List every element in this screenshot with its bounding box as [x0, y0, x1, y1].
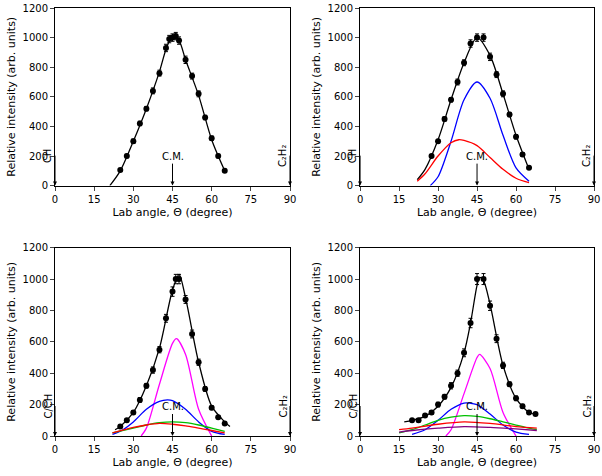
- svg-text:C₂H₂: C₂H₂: [582, 395, 593, 418]
- svg-text:400: 400: [29, 121, 48, 132]
- svg-text:Relative intensity (arb. units: Relative intensity (arb. units): [310, 262, 323, 422]
- svg-text:C.M.: C.M.: [466, 151, 488, 162]
- svg-text:0: 0: [357, 444, 363, 455]
- svg-text:400: 400: [29, 368, 48, 379]
- svg-text:60: 60: [510, 444, 523, 455]
- svg-text:75: 75: [244, 444, 257, 455]
- svg-text:1200: 1200: [23, 242, 48, 253]
- svg-text:200: 200: [334, 151, 353, 162]
- svg-text:C₂H₂: C₂H₂: [277, 145, 288, 168]
- svg-text:30: 30: [432, 194, 445, 205]
- svg-text:45: 45: [471, 194, 484, 205]
- svg-text:45: 45: [471, 444, 484, 455]
- svg-text:C₂H₂: C₂H₂: [278, 395, 289, 418]
- svg-text:90: 90: [588, 444, 601, 455]
- svg-text:400: 400: [334, 121, 353, 132]
- svg-text:600: 600: [334, 91, 353, 102]
- svg-text:200: 200: [29, 399, 48, 410]
- svg-text:600: 600: [334, 336, 353, 347]
- svg-text:600: 600: [29, 91, 48, 102]
- svg-text:0: 0: [52, 444, 58, 455]
- svg-text:0: 0: [347, 431, 353, 442]
- svg-text:Lab angle, Θ (degree): Lab angle, Θ (degree): [112, 206, 232, 219]
- svg-text:0: 0: [52, 194, 58, 205]
- svg-text:1200: 1200: [23, 3, 48, 14]
- svg-text:15: 15: [393, 194, 406, 205]
- svg-text:1200: 1200: [328, 242, 353, 253]
- svg-text:600: 600: [29, 336, 48, 347]
- svg-text:60: 60: [205, 444, 218, 455]
- svg-text:Relative intensity (arb. units: Relative intensity (arb. units): [5, 17, 18, 177]
- svg-text:60: 60: [205, 194, 218, 205]
- svg-text:90: 90: [284, 444, 297, 455]
- svg-text:75: 75: [549, 194, 562, 205]
- svg-text:30: 30: [127, 194, 140, 205]
- svg-text:C.M.: C.M.: [162, 401, 184, 412]
- svg-text:60: 60: [510, 194, 523, 205]
- svg-text:0: 0: [42, 180, 48, 191]
- svg-text:Relative intensity (arb. units: Relative intensity (arb. units): [310, 17, 323, 177]
- svg-text:800: 800: [334, 305, 353, 316]
- svg-text:800: 800: [29, 305, 48, 316]
- svg-text:400: 400: [334, 368, 353, 379]
- svg-text:30: 30: [432, 444, 445, 455]
- svg-text:800: 800: [29, 62, 48, 73]
- svg-text:800: 800: [334, 62, 353, 73]
- svg-text:75: 75: [244, 194, 257, 205]
- svg-text:1000: 1000: [328, 32, 353, 43]
- svg-text:15: 15: [88, 194, 101, 205]
- svg-text:1000: 1000: [23, 274, 48, 285]
- svg-text:Lab angle, Θ (degree): Lab angle, Θ (degree): [112, 456, 232, 469]
- svg-text:0: 0: [42, 431, 48, 442]
- svg-text:1000: 1000: [23, 32, 48, 43]
- svg-text:Lab angle, Θ (degree): Lab angle, Θ (degree): [417, 456, 537, 469]
- svg-text:1200: 1200: [328, 3, 353, 14]
- svg-text:0: 0: [347, 180, 353, 191]
- svg-text:90: 90: [588, 194, 601, 205]
- svg-text:Lab angle, Θ (degree): Lab angle, Θ (degree): [417, 206, 537, 219]
- svg-text:15: 15: [88, 444, 101, 455]
- svg-text:15: 15: [393, 444, 406, 455]
- svg-text:C/CH: C/CH: [43, 394, 54, 419]
- svg-text:200: 200: [29, 151, 48, 162]
- svg-text:C.M.: C.M.: [466, 401, 488, 412]
- svg-text:200: 200: [334, 399, 353, 410]
- svg-text:75: 75: [549, 444, 562, 455]
- svg-text:45: 45: [166, 194, 179, 205]
- svg-text:CH: CH: [347, 149, 358, 164]
- svg-text:CH: CH: [42, 149, 53, 164]
- svg-text:C/CH: C/CH: [348, 394, 359, 419]
- svg-text:C.M.: C.M.: [162, 151, 184, 162]
- svg-text:Relative intensity (arb. units: Relative intensity (arb. units): [5, 262, 18, 422]
- svg-text:90: 90: [284, 194, 297, 205]
- svg-text:1000: 1000: [328, 274, 353, 285]
- svg-text:0: 0: [357, 194, 363, 205]
- svg-text:45: 45: [166, 444, 179, 455]
- svg-text:C₂H₂: C₂H₂: [581, 145, 592, 168]
- svg-text:30: 30: [127, 444, 140, 455]
